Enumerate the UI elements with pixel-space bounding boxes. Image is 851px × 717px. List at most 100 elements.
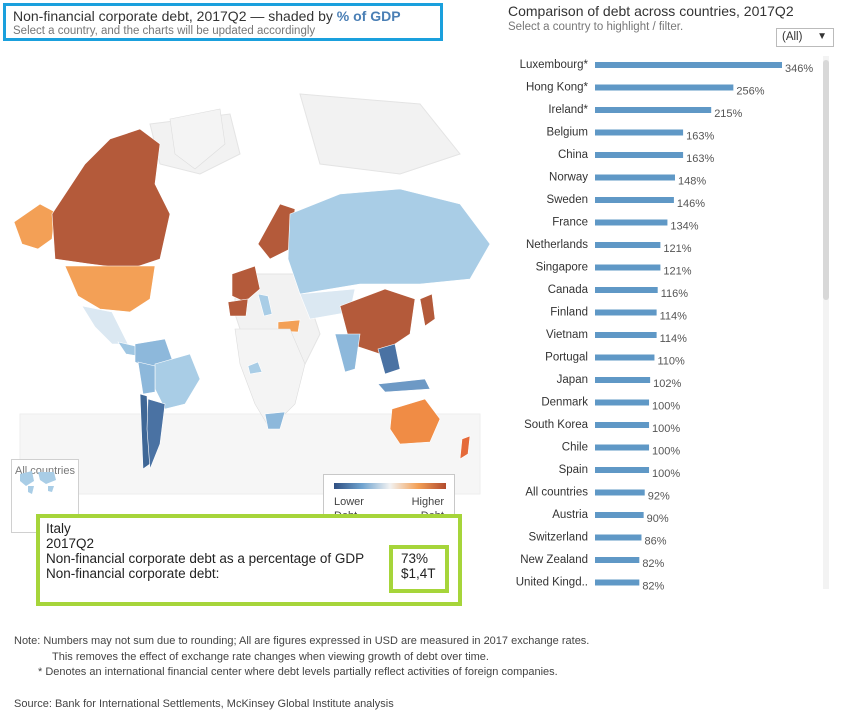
map-region-new-zealand[interactable] (459, 435, 471, 460)
bar-category-label[interactable]: Sweden (546, 194, 588, 206)
bar-value-label: 134% (670, 221, 698, 233)
map-region-iberia[interactable] (227, 298, 249, 317)
map-region-argentina[interactable] (146, 398, 166, 470)
bar[interactable] (595, 399, 650, 406)
bar[interactable] (595, 354, 655, 361)
map-region-greenland[interactable] (169, 108, 226, 170)
tooltip-debt-label: Non-financial corporate debt: (46, 566, 220, 581)
bar-category-label[interactable]: Denmark (541, 397, 588, 409)
map-title-box: Non-financial corporate debt, 2017Q2 — s… (3, 3, 443, 41)
bar[interactable] (595, 197, 674, 203)
debt-bar-chart[interactable]: Luxembourg* 346% Hong Kong* 256% Ireland* 215… (500, 54, 822, 590)
chevron-down-icon: ▼ (817, 31, 827, 42)
bar-category-label[interactable]: Switzerland (529, 532, 588, 544)
bar[interactable] (595, 444, 650, 451)
map-region-usa[interactable] (64, 265, 156, 313)
map-region-canada[interactable] (51, 128, 171, 270)
bar[interactable] (595, 287, 658, 293)
bar-chart-scrollbar[interactable] (823, 56, 829, 589)
map-region-nigeria[interactable] (247, 361, 263, 375)
note-line-2: This removes the effect of exchange rate… (52, 650, 489, 663)
map-region-south-africa[interactable] (264, 411, 286, 430)
globe-icon (20, 471, 56, 494)
bar[interactable] (595, 332, 657, 338)
bar[interactable] (595, 534, 642, 541)
bar[interactable] (595, 152, 684, 158)
bar[interactable] (595, 579, 640, 586)
bar-category-label[interactable]: Ireland* (548, 104, 588, 116)
bar-value-label: 100% (652, 446, 680, 458)
bar[interactable] (595, 242, 661, 248)
bar[interactable] (595, 264, 661, 271)
bar[interactable] (595, 84, 734, 91)
bar-category-label[interactable]: Spain (559, 464, 588, 476)
bar[interactable] (595, 422, 650, 428)
bar-category-label[interactable]: Chile (562, 442, 588, 454)
bar-category-label[interactable]: Singapore (536, 262, 588, 274)
bar-value-label: 121% (663, 243, 691, 255)
map-region-mexico[interactable] (81, 305, 129, 345)
bar-category-label[interactable]: Austria (552, 509, 588, 521)
bar-category-label[interactable]: Belgium (546, 127, 588, 139)
bar-category-label[interactable]: Hong Kong* (526, 82, 589, 94)
bar-category-label[interactable]: China (558, 149, 589, 161)
bar[interactable] (595, 174, 675, 181)
bar-value-label: 86% (644, 536, 666, 548)
bar-value-label: 102% (653, 378, 681, 390)
bar-category-label[interactable]: Vietnam (546, 329, 588, 341)
bar[interactable] (595, 467, 650, 473)
tooltip-country: Italy (46, 521, 71, 536)
bar[interactable] (595, 377, 651, 383)
map-region-brazil[interactable] (154, 353, 201, 410)
bar-category-label[interactable]: Japan (557, 374, 588, 386)
country-tooltip: Italy 2017Q2 Non-financial corporate deb… (36, 514, 462, 606)
bar[interactable] (595, 489, 645, 496)
map-region-alaska[interactable] (13, 203, 56, 250)
bar-category-label[interactable]: Luxembourg* (520, 59, 589, 71)
map-region-australia[interactable] (389, 398, 441, 445)
bar-value-label: 256% (736, 86, 764, 98)
notes: Note: Numbers may not sum due to roundin… (14, 634, 589, 681)
note-line-1: Note: Numbers may not sum due to roundin… (14, 635, 590, 647)
bar-category-label[interactable]: Norway (549, 172, 588, 184)
map-region-peru[interactable] (137, 361, 156, 395)
world-map[interactable]: All countries Lower Debt Higher Debt (0, 44, 500, 533)
bar[interactable] (595, 62, 782, 68)
bar[interactable] (595, 557, 640, 563)
bar-category-label[interactable]: South Korea (524, 419, 589, 431)
bar[interactable] (595, 219, 668, 226)
bar-value-label: 146% (677, 198, 705, 210)
bar-value-label: 82% (642, 558, 664, 570)
scrollbar-thumb[interactable] (823, 60, 829, 300)
bar-value-label: 346% (785, 63, 813, 75)
bar-category-label[interactable]: United Kingd.. (516, 577, 588, 589)
bar-value-label: 148% (678, 176, 706, 188)
bar-value-label: 114% (660, 333, 688, 345)
bar-category-label[interactable]: Canada (548, 284, 589, 296)
bar-value-label: 163% (686, 131, 714, 143)
bar[interactable] (595, 107, 712, 113)
map-subtitle: Select a country, and the charts will be… (13, 25, 316, 37)
bar-value-label: 100% (652, 423, 680, 435)
bar[interactable] (595, 309, 657, 316)
bar[interactable] (595, 129, 684, 136)
map-region-italy[interactable] (257, 293, 273, 317)
bar-category-label[interactable]: Finland (550, 307, 588, 319)
bar-category-label[interactable]: Netherlands (526, 239, 588, 251)
bar-value-label: 110% (657, 356, 685, 368)
bar-value-label: 163% (686, 153, 714, 165)
map-region-india[interactable] (334, 333, 361, 373)
country-filter-dropdown[interactable]: (All) ▼ (776, 28, 834, 47)
bar-category-label[interactable]: All countries (525, 487, 588, 499)
map-region-japan[interactable] (419, 293, 436, 327)
bar-category-label[interactable]: France (552, 217, 588, 229)
bar-value-label: 100% (652, 468, 680, 480)
map-region-europe-west[interactable] (231, 265, 261, 303)
map-region-southeast-asia[interactable] (377, 343, 401, 375)
bar-category-label[interactable]: Portugal (545, 352, 588, 364)
map-region-russia[interactable] (287, 188, 491, 295)
map-region-indonesia[interactable] (377, 378, 431, 393)
bar[interactable] (595, 512, 644, 518)
tooltip-debt-row: Non-financial corporate debt: $1,4T (46, 566, 452, 581)
bar-category-label[interactable]: New Zealand (520, 554, 588, 566)
